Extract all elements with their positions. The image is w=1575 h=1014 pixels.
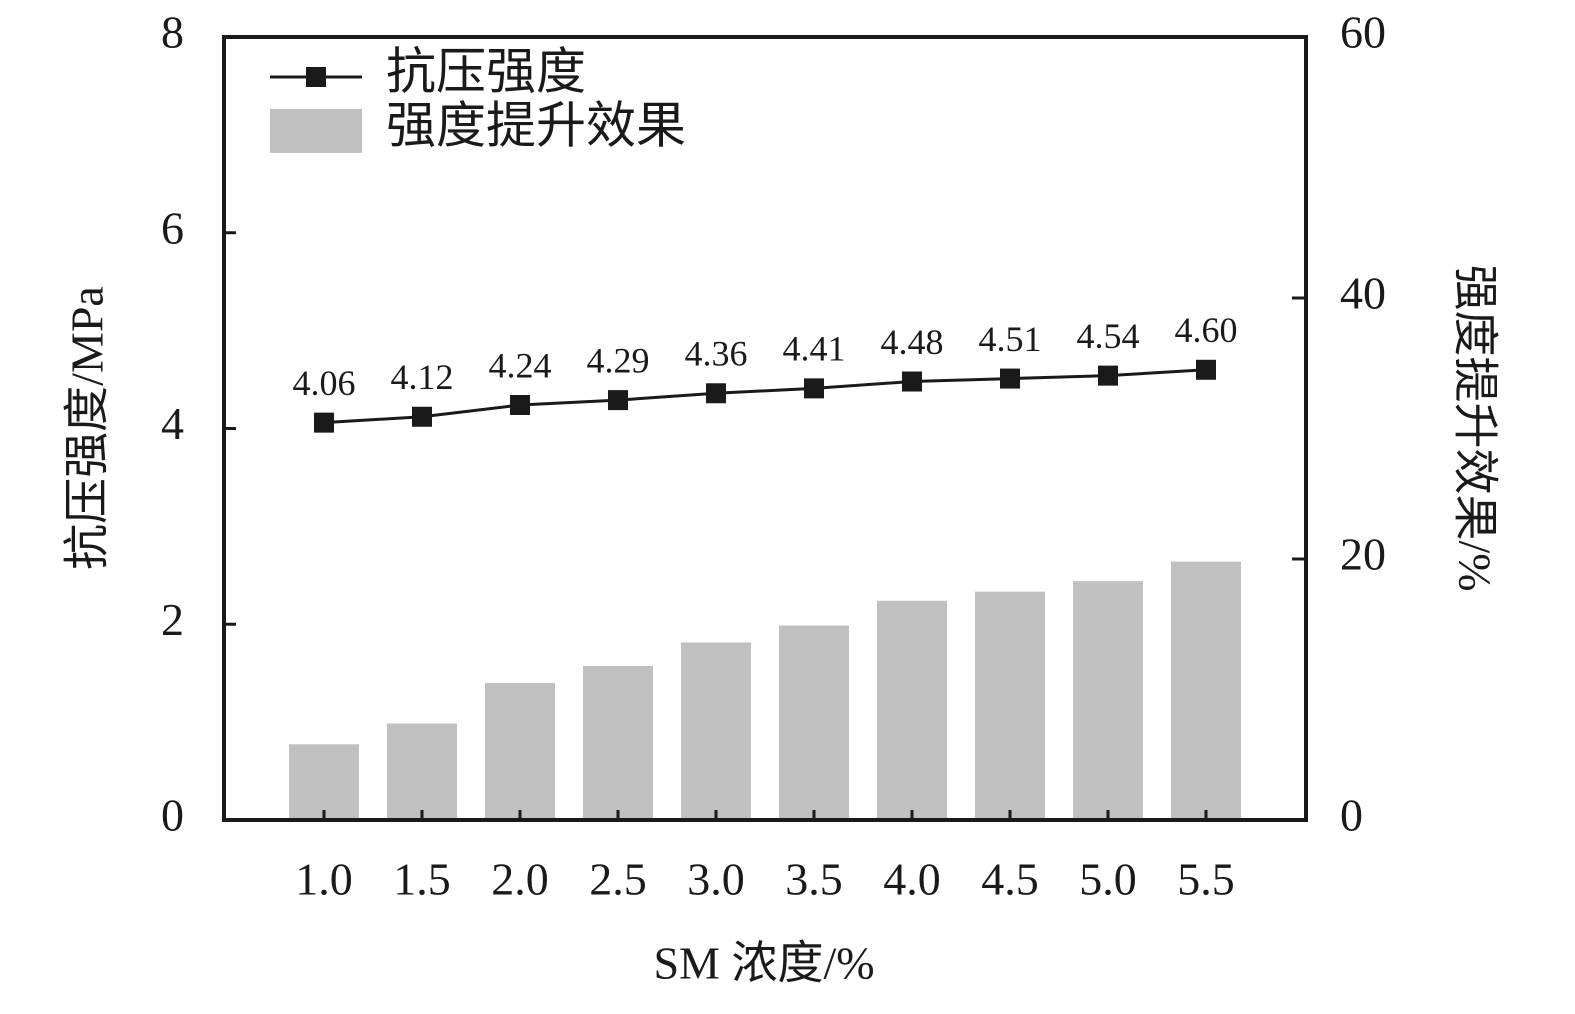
- bar: [779, 625, 849, 820]
- bar: [1171, 561, 1241, 820]
- bar: [1073, 581, 1143, 820]
- legend-label: 抗压强度: [386, 43, 586, 99]
- marker: [804, 378, 824, 399]
- marker: [1196, 359, 1216, 380]
- legend-swatch: [270, 109, 362, 153]
- bar: [289, 744, 359, 820]
- y2-tick-label: 20: [1340, 529, 1386, 580]
- bar: [485, 682, 555, 820]
- x-tick-label: 2.5: [589, 854, 647, 905]
- bar: [877, 600, 947, 820]
- marker: [510, 395, 530, 416]
- bar: [975, 591, 1045, 820]
- value-label: 4.29: [587, 340, 650, 380]
- value-label: 4.36: [685, 334, 748, 374]
- x-tick-label: 4.0: [883, 854, 941, 905]
- value-label: 4.60: [1175, 310, 1238, 350]
- x-tick-label: 3.0: [687, 854, 745, 905]
- bar: [583, 666, 653, 820]
- legend-label: 强度提升效果: [386, 97, 686, 153]
- value-label: 4.48: [881, 322, 944, 362]
- y2-axis-title: 强度提升效果/%: [1449, 264, 1500, 591]
- marker: [608, 390, 628, 411]
- marker: [706, 383, 726, 404]
- marker: [1098, 365, 1118, 386]
- marker: [314, 412, 334, 433]
- x-tick-label: 3.5: [785, 854, 843, 905]
- value-label: 4.41: [783, 329, 846, 369]
- value-label: 4.51: [979, 319, 1042, 359]
- y-axis-title: 抗压强度/MPa: [62, 286, 113, 570]
- line: [323, 368, 1207, 425]
- value-label: 4.24: [489, 345, 552, 385]
- plot-frame: [222, 35, 1308, 822]
- value-label: 4.12: [391, 357, 454, 397]
- bar: [681, 642, 751, 820]
- x-tick-label: 5.0: [1079, 854, 1137, 905]
- y2-tick-label: 60: [1340, 7, 1386, 58]
- marker: [412, 406, 432, 427]
- marker: [1000, 368, 1020, 389]
- y-tick-label: 6: [161, 202, 184, 253]
- value-label: 4.06: [293, 363, 356, 403]
- value-label: 4.54: [1077, 316, 1140, 356]
- legend-marker: [306, 67, 326, 87]
- x-axis-title: SM 浓度/%: [653, 938, 874, 989]
- marker: [902, 371, 922, 392]
- y-tick-label: 8: [161, 7, 184, 58]
- x-tick-label: 2.0: [491, 854, 549, 905]
- x-tick-label: 1.0: [295, 854, 353, 905]
- x-tick-label: 5.5: [1177, 854, 1235, 905]
- x-tick-label: 1.5: [393, 854, 451, 905]
- y-tick-label: 2: [161, 594, 184, 645]
- y-tick-label: 4: [161, 398, 184, 449]
- y-tick-label: 0: [161, 790, 184, 841]
- x-tick-label: 4.5: [981, 854, 1039, 905]
- y2-tick-label: 0: [1340, 790, 1363, 841]
- bar: [387, 723, 457, 820]
- y2-tick-label: 40: [1340, 268, 1386, 319]
